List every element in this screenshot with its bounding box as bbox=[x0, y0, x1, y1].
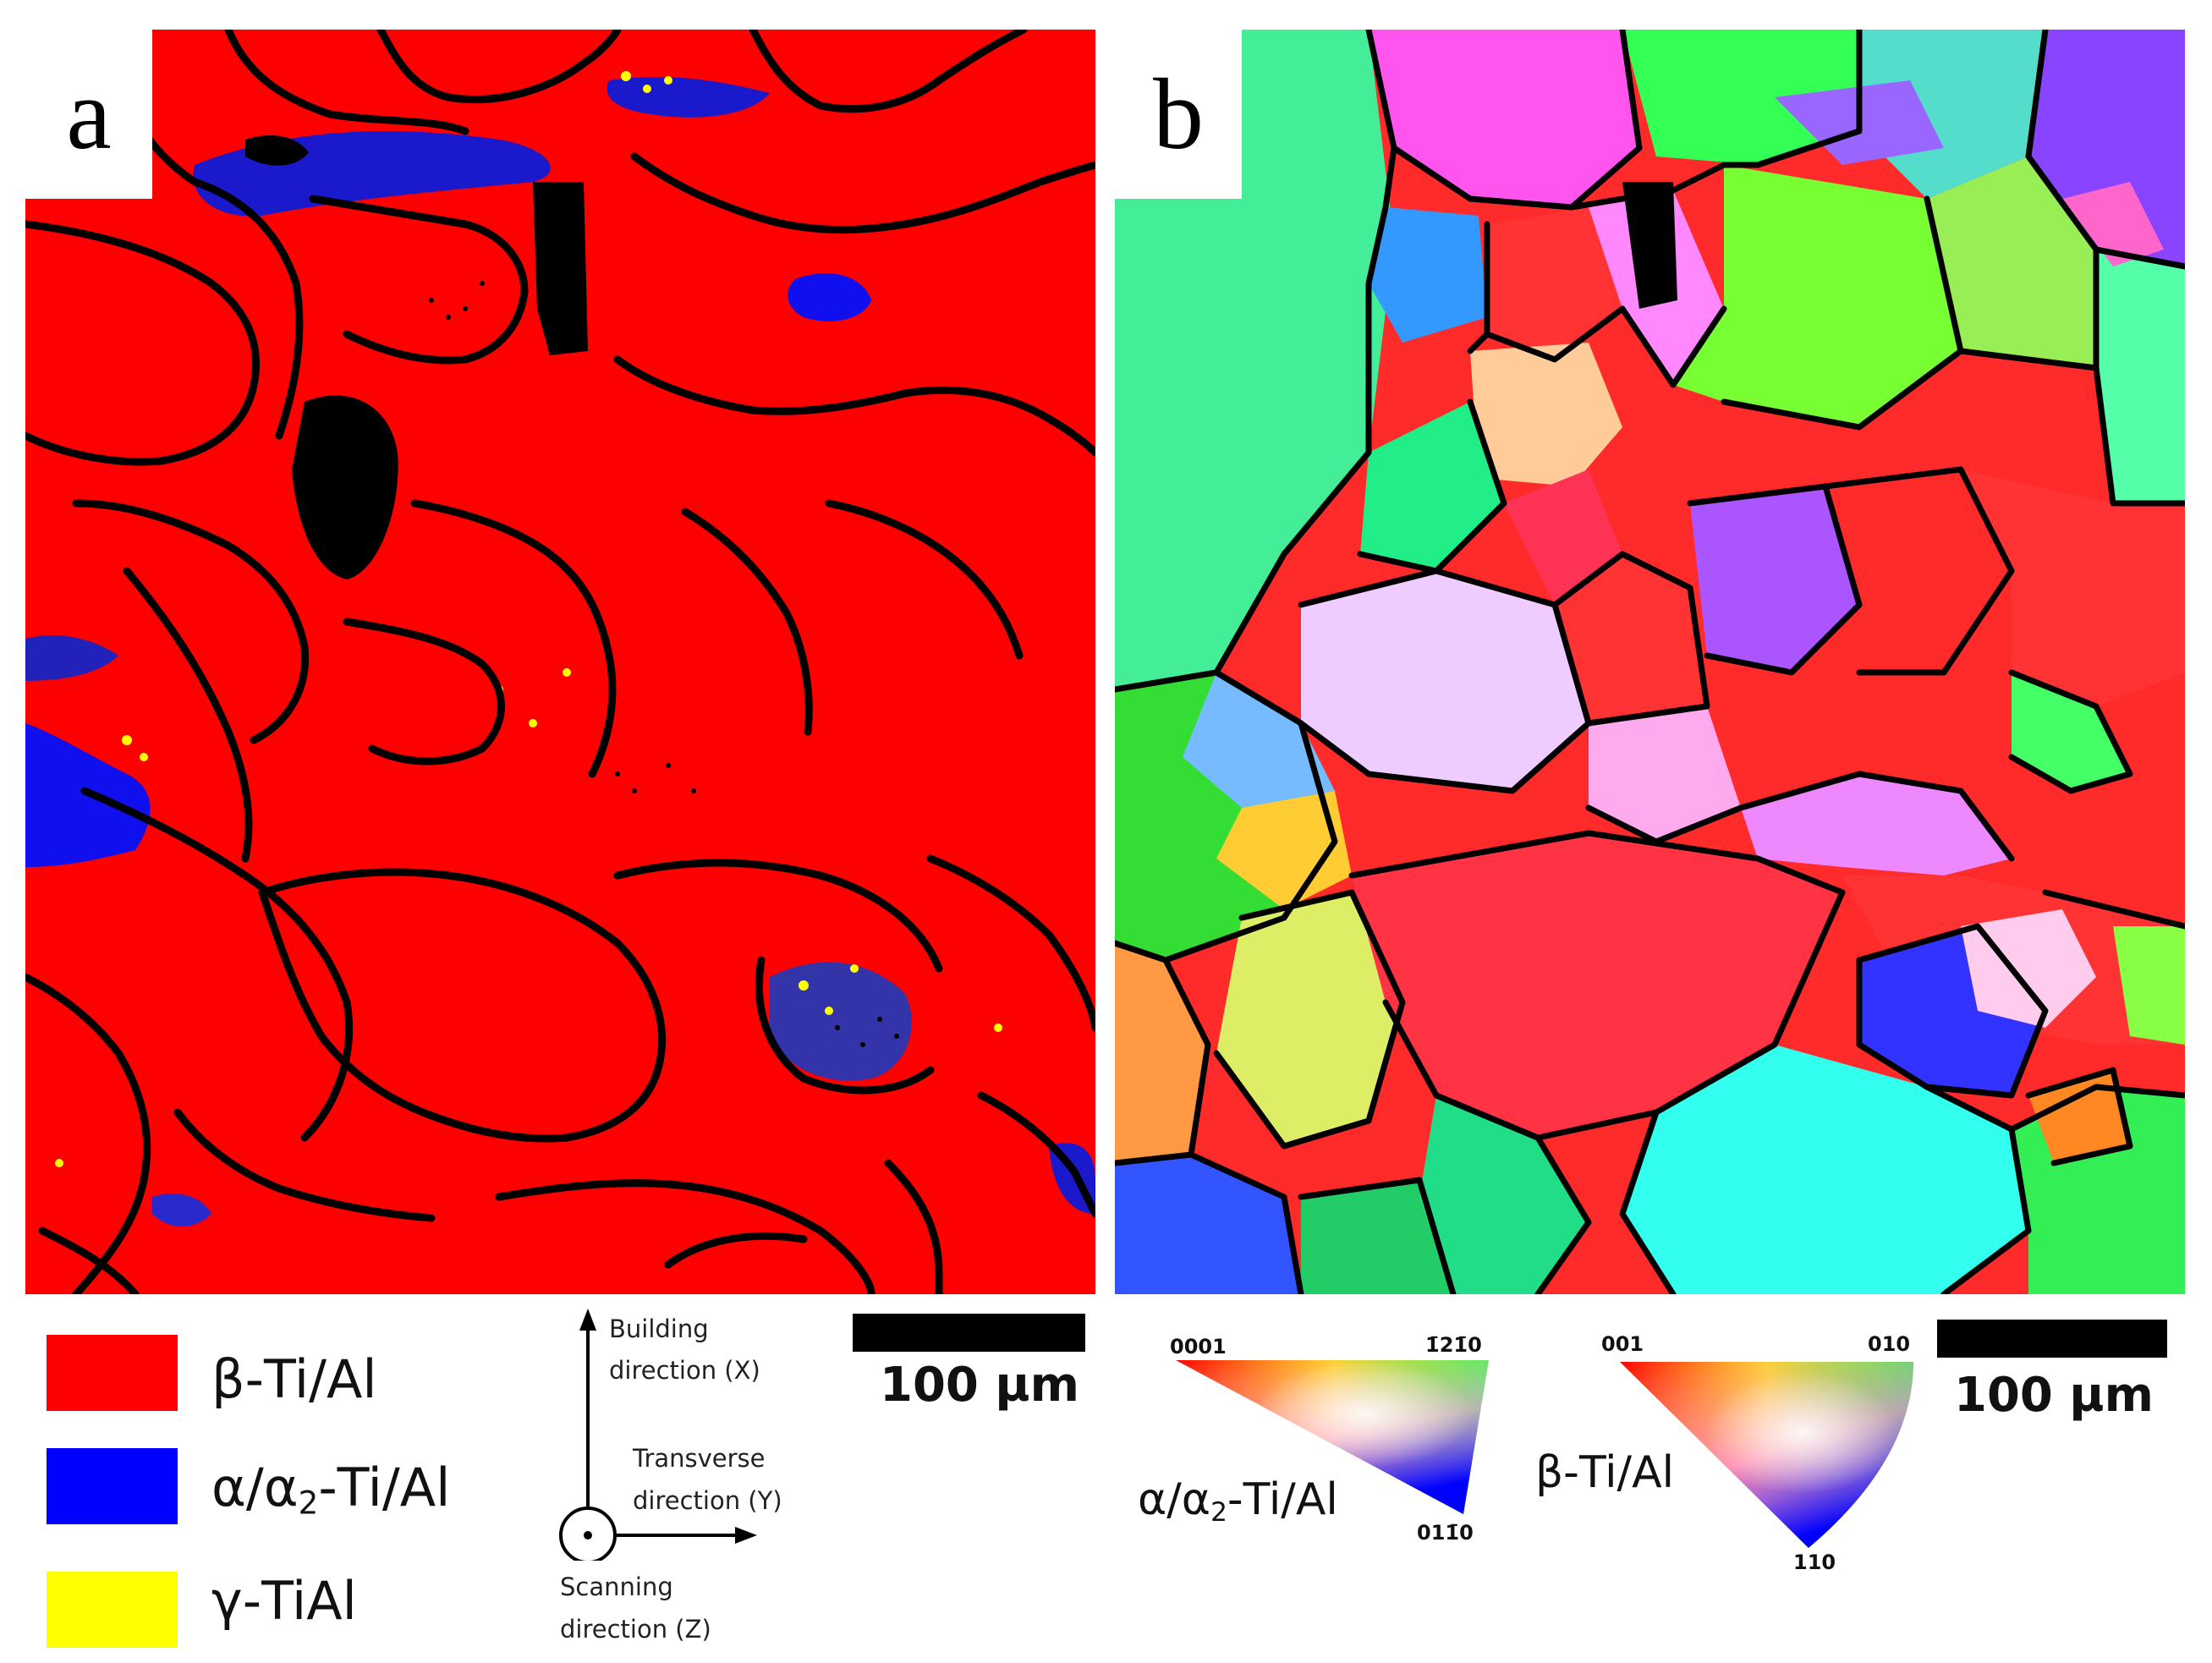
ipf-alpha-corner-top-right: 1̄21̄0 bbox=[1425, 1333, 1482, 1357]
ipf-alpha-triangle-highlight bbox=[1176, 1360, 1489, 1514]
building-arrowhead-icon bbox=[579, 1309, 596, 1331]
ipf-beta-corner-110: 110 bbox=[1793, 1550, 1836, 1574]
ipf-map-b-graphic bbox=[1115, 30, 2185, 1294]
legend-swatch-alpha bbox=[47, 1448, 178, 1524]
transverse-arrowhead-icon bbox=[735, 1527, 757, 1544]
transverse-direction-label-1: Transverse bbox=[633, 1444, 766, 1473]
scanning-direction-label-1: Scanning bbox=[560, 1572, 673, 1601]
building-direction-label-1: Building bbox=[609, 1314, 709, 1343]
ipf-beta-corner-010: 010 bbox=[1868, 1332, 1911, 1356]
phase-map-a bbox=[25, 30, 1095, 1294]
scalebar-a bbox=[853, 1314, 1085, 1352]
transverse-direction-label-2: direction (Y) bbox=[633, 1486, 782, 1515]
ipf-beta-corner-001: 001 bbox=[1601, 1332, 1644, 1356]
ipf-triangle-beta bbox=[1620, 1362, 1913, 1548]
legend-swatch-gamma bbox=[47, 1572, 178, 1648]
ipf-alpha-corner-bottom: 011̄0 bbox=[1417, 1521, 1474, 1545]
ipf-beta-phase-label: β-Ti/Al bbox=[1535, 1447, 1675, 1498]
sample-axes-diagram bbox=[559, 1309, 757, 1561]
legend-swatch-beta bbox=[47, 1335, 178, 1411]
scalebar-b-label: 100 µm bbox=[1954, 1368, 2154, 1423]
legend-label-gamma: γ-TiAl bbox=[211, 1570, 357, 1632]
ipf-beta-triangle-highlight bbox=[1620, 1362, 1913, 1548]
ipf-alpha-phase-label: α/α2-Ti/Al bbox=[1138, 1474, 1338, 1528]
panel-label-a: a bbox=[25, 30, 152, 199]
ipf-alpha-corner-0001: 0001 bbox=[1170, 1335, 1227, 1358]
scalebar-a-label: 100 µm bbox=[880, 1358, 1079, 1413]
legend-label-beta: β-Ti/Al bbox=[211, 1348, 377, 1410]
scanning-direction-label-2: direction (Z) bbox=[560, 1615, 711, 1644]
building-direction-label-2: direction (X) bbox=[609, 1356, 760, 1385]
phase-map-a-graphic bbox=[25, 30, 1095, 1294]
ipf-map-b bbox=[1115, 30, 2185, 1294]
scalebar-b bbox=[1937, 1320, 2167, 1358]
legend-label-alpha: α/α2-Ti/Al bbox=[211, 1457, 451, 1522]
ipf-triangle-alpha bbox=[1176, 1360, 1489, 1514]
panel-label-b: b bbox=[1115, 30, 1242, 199]
scanning-direction-dot-icon bbox=[584, 1531, 592, 1540]
